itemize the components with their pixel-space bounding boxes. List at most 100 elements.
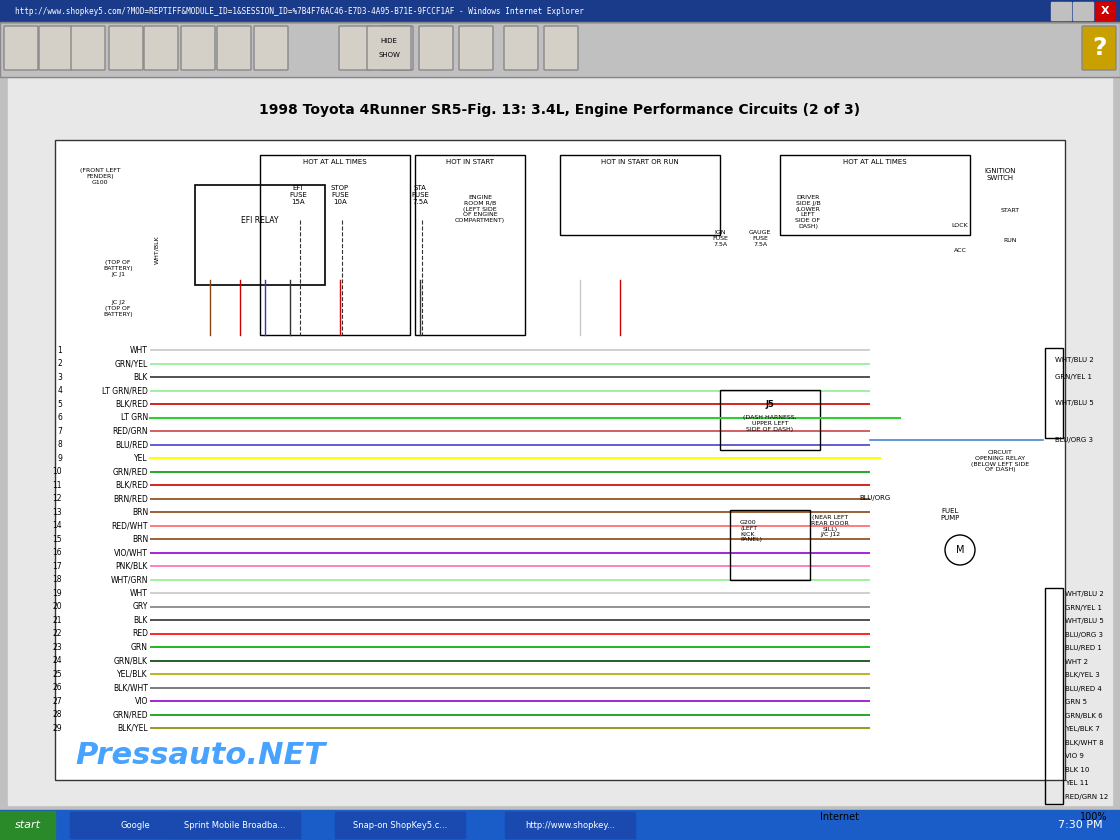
Text: GRN/YEL 1: GRN/YEL 1 [1055, 374, 1092, 380]
Text: VIO: VIO [134, 696, 148, 706]
Text: 27: 27 [53, 696, 62, 706]
Text: 100%: 100% [1080, 812, 1108, 822]
Text: BLU/ORG 3: BLU/ORG 3 [1065, 632, 1103, 638]
Text: BLK/WHT 8: BLK/WHT 8 [1065, 739, 1103, 746]
Text: GRN/YEL: GRN/YEL [114, 359, 148, 368]
Text: LT GRN: LT GRN [121, 413, 148, 422]
Text: 10: 10 [53, 467, 62, 476]
Text: J5: J5 [766, 400, 774, 409]
Text: GRN/RED: GRN/RED [112, 710, 148, 719]
Text: GAUGE
FUSE
7.5A: GAUGE FUSE 7.5A [749, 230, 772, 247]
Bar [195, 185, 325, 285]
Text: GRN: GRN [131, 643, 148, 652]
Bar [260, 155, 410, 335]
Text: WHT/BLK: WHT/BLK [155, 236, 159, 265]
Text: Snap-on ShopKey5.c...: Snap-on ShopKey5.c... [353, 821, 447, 830]
Text: 3: 3 [57, 372, 62, 381]
Bar [730, 510, 810, 580]
Text: 26: 26 [53, 683, 62, 692]
Text: BLK/RED: BLK/RED [115, 400, 148, 408]
Text: 5: 5 [57, 400, 62, 408]
Text: VIO 9: VIO 9 [1065, 753, 1084, 759]
Text: BLK: BLK [133, 372, 148, 381]
Text: DRIVER
SIDE J/B
(LOWER
LEFT
SIDE OF
DASH): DRIVER SIDE J/B (LOWER LEFT SIDE OF DASH… [795, 195, 821, 229]
Text: SHOW: SHOW [379, 52, 400, 58]
Text: BLK: BLK [133, 616, 148, 624]
Bar [560, 155, 720, 235]
Text: EFI
FUSE
15A: EFI FUSE 15A [289, 185, 307, 205]
Text: RED/GRN 12: RED/GRN 12 [1065, 794, 1109, 800]
FancyBboxPatch shape [39, 26, 73, 70]
Text: 1: 1 [57, 345, 62, 354]
Text: HOT AT ALL TIMES: HOT AT ALL TIMES [304, 159, 367, 165]
Text: 28: 28 [53, 710, 62, 719]
Bar [0, 0, 1120, 22]
Bar [55, 140, 1065, 780]
Text: BLK 10: BLK 10 [1065, 767, 1090, 773]
Text: ACC: ACC [953, 248, 967, 253]
Text: STA
FUSE
7.5A: STA FUSE 7.5A [411, 185, 429, 205]
Bar [170, 812, 300, 838]
Bar [335, 812, 465, 838]
Text: (TOP OF
BATTERY)
JC J1: (TOP OF BATTERY) JC J1 [103, 260, 133, 276]
Text: HOT AT ALL TIMES: HOT AT ALL TIMES [843, 159, 907, 165]
Text: WHT/BLU 2: WHT/BLU 2 [1055, 357, 1094, 363]
Text: STOP
FUSE
10A: STOP FUSE 10A [330, 185, 349, 205]
Text: PNK/BLK: PNK/BLK [115, 561, 148, 570]
Text: ENGINE
ROOM R/B
(LEFT SIDE
OF ENGINE
COMPARTMENT): ENGINE ROOM R/B (LEFT SIDE OF ENGINE COM… [455, 195, 505, 223]
Text: GRN/YEL 1: GRN/YEL 1 [1065, 605, 1102, 611]
Text: 20: 20 [53, 602, 62, 611]
Text: YEL/BLK 7: YEL/BLK 7 [1065, 726, 1100, 732]
FancyBboxPatch shape [254, 26, 288, 70]
Text: BLU/RED 4: BLU/RED 4 [1065, 685, 1102, 691]
Text: YEL 11: YEL 11 [1065, 780, 1089, 786]
Text: 14: 14 [53, 521, 62, 530]
Text: EFI RELAY: EFI RELAY [241, 216, 279, 224]
Text: 19: 19 [53, 589, 62, 597]
Bar [720, 390, 820, 450]
FancyBboxPatch shape [504, 26, 538, 70]
Text: ?: ? [1092, 36, 1107, 60]
Text: VIO/WHT: VIO/WHT [114, 548, 148, 557]
Text: WHT 2: WHT 2 [1065, 659, 1088, 664]
Text: WHT/BLU 5: WHT/BLU 5 [1065, 618, 1103, 624]
FancyBboxPatch shape [459, 26, 493, 70]
Text: 18: 18 [53, 575, 62, 584]
Text: RED: RED [132, 629, 148, 638]
FancyBboxPatch shape [4, 26, 38, 70]
Text: IGNITION
SWITCH: IGNITION SWITCH [984, 168, 1016, 181]
Text: IGN
FUSE
7.5A: IGN FUSE 7.5A [712, 230, 728, 247]
Text: 21: 21 [53, 616, 62, 624]
FancyBboxPatch shape [144, 26, 178, 70]
FancyBboxPatch shape [419, 26, 452, 70]
Text: JC J2
(TOP OF
BATTERY): JC J2 (TOP OF BATTERY) [103, 300, 133, 317]
Text: 4: 4 [57, 386, 62, 395]
Bar [8, 77, 1112, 805]
Text: RED/WHT: RED/WHT [112, 521, 148, 530]
Text: 11: 11 [53, 480, 62, 490]
Text: WHT/BLU 5: WHT/BLU 5 [1055, 400, 1094, 406]
Text: YEL: YEL [134, 454, 148, 463]
Text: 23: 23 [53, 643, 62, 652]
Bar [1045, 348, 1063, 438]
Text: START: START [1000, 207, 1019, 213]
FancyBboxPatch shape [544, 26, 578, 70]
Text: (FRONT LEFT
FENDER)
G100: (FRONT LEFT FENDER) G100 [80, 168, 120, 185]
Text: RED/GRN: RED/GRN [112, 427, 148, 435]
Text: BLU/ORG 3: BLU/ORG 3 [1055, 437, 1093, 443]
FancyBboxPatch shape [367, 26, 411, 70]
FancyBboxPatch shape [379, 26, 413, 70]
Text: FUEL
PUMP: FUEL PUMP [941, 508, 960, 521]
Text: BLK/YEL: BLK/YEL [118, 723, 148, 732]
Text: 22: 22 [53, 629, 62, 638]
Bar [1073, 2, 1093, 20]
FancyBboxPatch shape [109, 26, 143, 70]
Text: BRN/RED: BRN/RED [113, 494, 148, 503]
Text: BLK/WHT: BLK/WHT [113, 683, 148, 692]
Text: 6: 6 [57, 413, 62, 422]
Text: WHT/BLU 2: WHT/BLU 2 [1065, 591, 1103, 597]
Text: Sprint Mobile Broadba...: Sprint Mobile Broadba... [185, 821, 286, 830]
Bar [55, 140, 1065, 780]
Text: GRN/RED: GRN/RED [112, 467, 148, 476]
Bar [1045, 588, 1063, 804]
